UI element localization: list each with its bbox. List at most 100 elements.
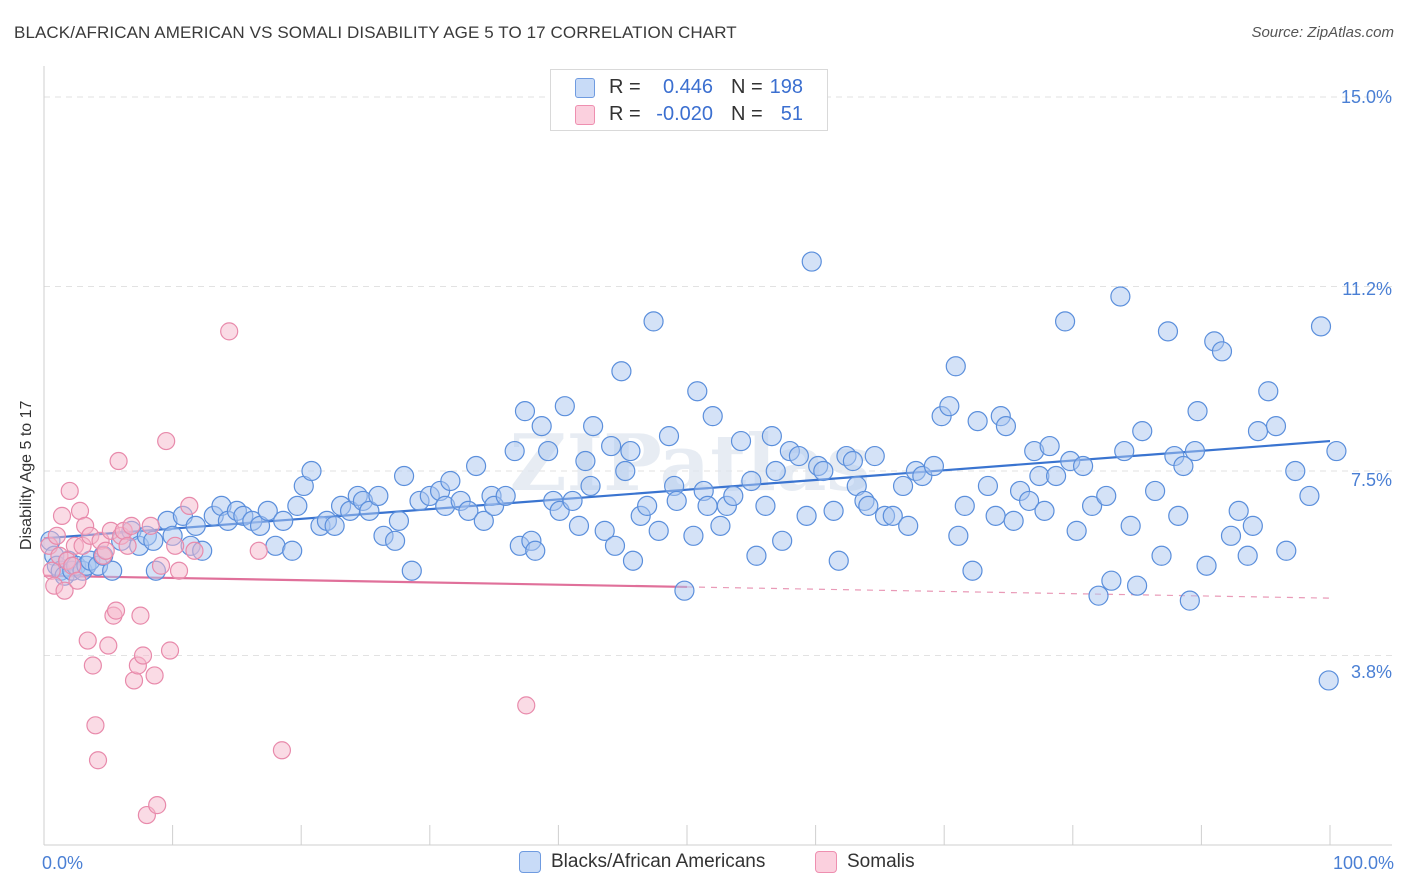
blacks-point bbox=[575, 450, 596, 472]
legend-r-value: 0.446 bbox=[662, 76, 713, 98]
series-legend: Blacks/African Americans Somalis bbox=[0, 851, 1406, 879]
blacks-point bbox=[1228, 500, 1249, 521]
series-swatch-pink bbox=[815, 851, 837, 873]
somalis-point bbox=[180, 496, 199, 516]
series-legend-item-blacks[interactable]: Blacks/African Americans bbox=[519, 851, 765, 873]
blacks-point bbox=[945, 356, 966, 377]
somalis-point bbox=[249, 541, 268, 560]
somalis-point bbox=[185, 541, 204, 560]
blacks-point bbox=[1157, 321, 1179, 342]
series-swatch-blue bbox=[519, 851, 541, 873]
blacks-point bbox=[615, 460, 636, 482]
x-tick-label-max: 100.0% bbox=[1332, 853, 1394, 873]
blacks-point bbox=[601, 435, 622, 457]
blacks-point bbox=[772, 530, 793, 551]
blacks-point bbox=[858, 495, 879, 517]
somalis-point bbox=[96, 541, 115, 560]
somalis-point bbox=[160, 641, 180, 660]
blacks-point bbox=[265, 535, 286, 556]
blacks-point bbox=[594, 520, 615, 541]
series-legend-label: Blacks/African Americans bbox=[551, 851, 766, 872]
somalis-point bbox=[47, 526, 66, 545]
blacks-point bbox=[813, 460, 834, 482]
blacks-point bbox=[1220, 525, 1242, 546]
blacks-point bbox=[923, 455, 945, 477]
blacks-point bbox=[674, 580, 695, 601]
blacks-point bbox=[1151, 545, 1172, 566]
blacks-point bbox=[282, 540, 303, 561]
somalis-point bbox=[220, 322, 239, 341]
blacks-point bbox=[954, 495, 975, 517]
blacks-point bbox=[1114, 440, 1135, 462]
blacks-point bbox=[967, 411, 988, 432]
somalis-point bbox=[169, 561, 189, 580]
blacks-point bbox=[1318, 670, 1339, 691]
blacks-point bbox=[1088, 585, 1109, 606]
blacks-point bbox=[1247, 421, 1269, 442]
somalis-point bbox=[133, 646, 153, 665]
blacks-point bbox=[741, 470, 762, 492]
blacks-point bbox=[1184, 440, 1206, 462]
blacks-point bbox=[643, 311, 664, 332]
blacks-point bbox=[637, 495, 658, 517]
somalis-point bbox=[88, 751, 108, 770]
blacks-point bbox=[1211, 341, 1233, 362]
legend-r-value: -0.020 bbox=[656, 103, 713, 125]
blacks-point bbox=[658, 425, 680, 447]
blacks-point bbox=[185, 515, 206, 536]
legend-n-label: N = bbox=[731, 76, 763, 98]
blacks-point bbox=[384, 530, 406, 551]
blacks-point bbox=[458, 500, 479, 521]
blacks-point bbox=[697, 495, 718, 517]
blacks-point bbox=[702, 406, 723, 427]
blacks-point bbox=[514, 401, 536, 422]
blacks-point bbox=[504, 440, 525, 462]
somalis-point bbox=[52, 506, 72, 525]
series-legend-item-somalis[interactable]: Somalis bbox=[815, 851, 915, 873]
somalis-point bbox=[55, 581, 74, 600]
somalis-point bbox=[68, 571, 87, 590]
axes bbox=[43, 66, 1392, 846]
somalis-point bbox=[166, 536, 185, 555]
blacks-point bbox=[1039, 435, 1060, 457]
blacks-point bbox=[1034, 500, 1055, 521]
blacks-point bbox=[746, 545, 767, 566]
blacks-point bbox=[1003, 510, 1024, 531]
blacks-point bbox=[440, 470, 461, 492]
blacks-point bbox=[864, 445, 885, 467]
blacks-point bbox=[1310, 316, 1332, 337]
blacks-point bbox=[842, 450, 863, 472]
blacks-point bbox=[273, 510, 294, 531]
blacks-point bbox=[1066, 520, 1087, 541]
blacks-point bbox=[801, 251, 822, 272]
blacks-point bbox=[604, 535, 626, 556]
y-tick-label-11-2: 11.2% bbox=[1342, 279, 1392, 299]
blacks-point bbox=[710, 515, 731, 536]
blacks-point bbox=[568, 515, 590, 536]
blacks-point bbox=[823, 500, 844, 521]
blacks-point bbox=[1242, 515, 1263, 536]
legend-row-blacks: R = 0.446 N = 198 bbox=[551, 75, 829, 101]
legend-n-label: N = bbox=[731, 103, 763, 125]
blacks-point bbox=[388, 510, 410, 531]
blacks-point bbox=[1196, 555, 1217, 576]
somalis-point bbox=[272, 741, 292, 760]
grid-lines bbox=[44, 96, 1392, 657]
blacks-point bbox=[580, 475, 601, 497]
blacks-point bbox=[788, 445, 809, 467]
blacks-point bbox=[525, 540, 546, 561]
somalis-point bbox=[145, 666, 164, 685]
blacks-point bbox=[1120, 515, 1141, 536]
blacks-point bbox=[898, 515, 919, 536]
blacks-point bbox=[948, 525, 969, 546]
blacks-point bbox=[1326, 440, 1347, 462]
blacks-point bbox=[1187, 401, 1208, 422]
somalis-point bbox=[106, 601, 126, 620]
blacks-point bbox=[324, 515, 345, 536]
legend-r-label: R = bbox=[609, 76, 641, 98]
somalis-point bbox=[517, 696, 536, 715]
blacks-point bbox=[583, 416, 604, 437]
x-tick-label-min: 0.0% bbox=[42, 853, 84, 873]
blacks-point bbox=[755, 495, 776, 517]
blacks-point bbox=[359, 500, 380, 521]
